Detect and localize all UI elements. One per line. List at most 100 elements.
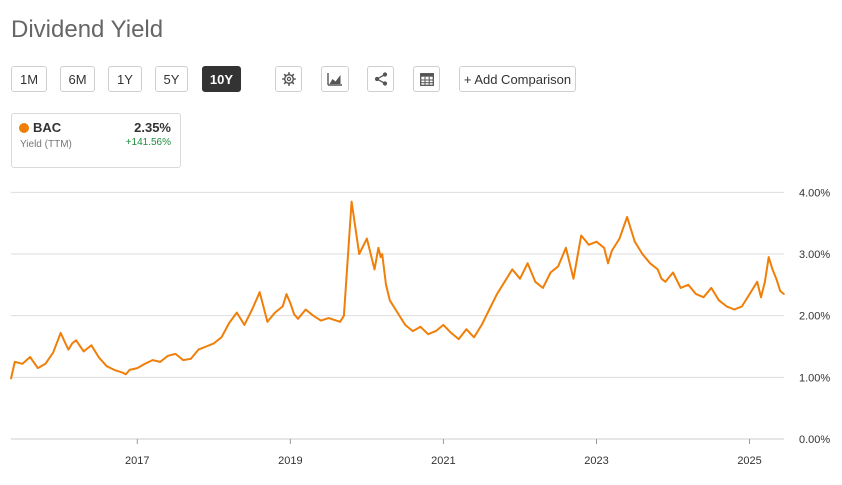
data-point <box>756 280 759 283</box>
data-point <box>36 367 39 369</box>
data-point <box>656 268 659 271</box>
data-point <box>14 361 16 363</box>
x-tick-label: 2025 <box>737 455 761 467</box>
data-point <box>29 356 31 358</box>
data-point <box>128 369 131 371</box>
data-point <box>457 338 460 340</box>
data-point <box>450 332 452 334</box>
page-title: Dividend Yield <box>11 16 164 43</box>
data-point <box>82 350 85 353</box>
data-point <box>339 321 341 323</box>
y-tick-label: 2.00% <box>799 311 830 323</box>
gear-icon <box>281 72 296 86</box>
table-view-button[interactable] <box>413 66 440 92</box>
y-tick-label: 4.00% <box>799 187 830 199</box>
data-point <box>167 354 169 357</box>
data-point <box>396 311 399 314</box>
data-point <box>213 342 215 345</box>
range-1y-button[interactable]: 1Y <box>108 66 142 92</box>
x-tick-label: 2017 <box>125 455 149 467</box>
data-point <box>159 361 162 363</box>
chart-type-button[interactable] <box>321 66 349 92</box>
data-point <box>228 322 230 324</box>
data-point <box>174 353 177 355</box>
data-point <box>741 305 743 308</box>
data-point <box>549 271 552 274</box>
chart-type-icon <box>327 72 343 86</box>
legend-card[interactable]: BAC 2.35% Yield (TTM) +141.56% <box>11 113 181 168</box>
data-point <box>434 330 437 332</box>
range-5y-button[interactable]: 5Y <box>155 66 188 92</box>
data-point <box>266 321 269 323</box>
data-point <box>672 271 674 274</box>
data-point <box>71 342 74 345</box>
data-point <box>251 308 253 311</box>
data-point <box>775 277 778 280</box>
data-point <box>144 362 146 365</box>
data-point <box>220 336 223 339</box>
data-point <box>588 243 590 246</box>
series-color-dot <box>19 123 29 133</box>
data-point <box>297 317 299 320</box>
y-tick-label: 3.00% <box>799 249 830 261</box>
range-6m-button[interactable]: 6M <box>60 66 95 92</box>
data-point <box>389 299 391 302</box>
data-point <box>304 308 307 311</box>
data-point <box>748 293 751 295</box>
data-point <box>412 330 414 332</box>
data-point <box>641 253 644 255</box>
share-icon <box>374 72 388 86</box>
settings-button[interactable] <box>275 66 302 92</box>
data-point <box>404 324 406 326</box>
legend-value: 2.35% <box>134 120 171 135</box>
range-1m-button[interactable]: 1M <box>11 66 47 92</box>
data-point <box>496 293 498 295</box>
data-point <box>67 348 70 351</box>
data-point <box>626 216 628 218</box>
dividend-yield-chart[interactable]: 4.00% 3.00% 2.00% 1.00% 0.00% 2017 2019 2021 202… <box>0 170 842 470</box>
data-point <box>488 308 491 311</box>
data-point <box>595 240 598 243</box>
data-point <box>350 200 353 203</box>
x-tick-label: 2023 <box>584 455 608 467</box>
data-point <box>710 287 713 289</box>
data-point <box>121 371 123 374</box>
toolbar: 1M 6M 1Y 5Y 10Y <box>0 66 842 94</box>
data-point <box>733 308 736 311</box>
data-point <box>63 340 66 343</box>
data-point <box>125 373 127 376</box>
data-point <box>519 277 521 280</box>
series-line-bac <box>10 200 785 379</box>
y-tick-label: 0.00% <box>799 434 830 446</box>
data-point <box>59 332 62 334</box>
data-point <box>182 359 185 361</box>
data-point <box>725 305 728 308</box>
add-comparison-button[interactable]: + Add Comparison <box>459 66 576 92</box>
data-point <box>373 268 376 271</box>
data-point <box>382 265 385 268</box>
legend-metric-label: Yield (TTM) <box>20 139 72 150</box>
data-point <box>702 296 705 298</box>
data-point <box>526 262 529 265</box>
data-point <box>377 247 380 249</box>
data-point <box>190 358 192 360</box>
data-point <box>633 240 636 243</box>
data-point <box>572 277 575 280</box>
data-point <box>618 237 621 240</box>
x-tick-label: 2019 <box>278 455 302 467</box>
share-button[interactable] <box>367 66 394 92</box>
data-point <box>718 299 720 302</box>
data-point <box>136 367 139 369</box>
data-point <box>679 287 682 289</box>
legend-change: +141.56% <box>125 137 171 148</box>
data-point <box>293 313 295 316</box>
data-point <box>21 362 24 365</box>
legend-ticker: BAC <box>33 120 62 135</box>
data-point <box>90 344 93 347</box>
x-tick-label: 2021 <box>431 455 455 467</box>
range-10y-button[interactable]: 10Y <box>202 66 241 92</box>
data-point <box>243 324 246 326</box>
data-point <box>557 265 560 268</box>
data-point <box>366 237 368 240</box>
data-point <box>580 234 582 237</box>
